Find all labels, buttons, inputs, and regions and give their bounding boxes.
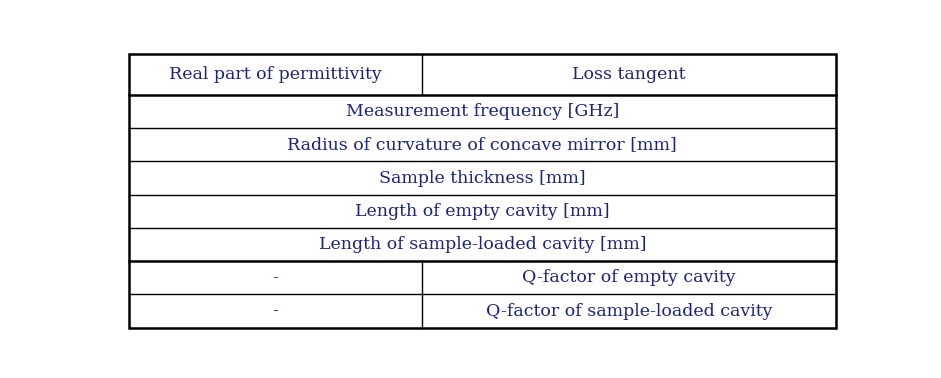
Text: Length of empty cavity [mm]: Length of empty cavity [mm] [355, 203, 610, 220]
Text: Measurement frequency [GHz]: Measurement frequency [GHz] [345, 103, 619, 120]
Text: -: - [272, 302, 279, 319]
Text: -: - [272, 269, 279, 286]
Text: Loss tangent: Loss tangent [572, 66, 686, 83]
Text: Radius of curvature of concave mirror [mm]: Radius of curvature of concave mirror [m… [287, 136, 678, 153]
Text: Length of sample-loaded cavity [mm]: Length of sample-loaded cavity [mm] [318, 236, 646, 253]
Text: Q-factor of empty cavity: Q-factor of empty cavity [522, 269, 736, 286]
Text: Real part of permittivity: Real part of permittivity [168, 66, 381, 83]
Text: Sample thickness [mm]: Sample thickness [mm] [379, 170, 585, 187]
Text: Q-factor of sample-loaded cavity: Q-factor of sample-loaded cavity [486, 302, 773, 319]
